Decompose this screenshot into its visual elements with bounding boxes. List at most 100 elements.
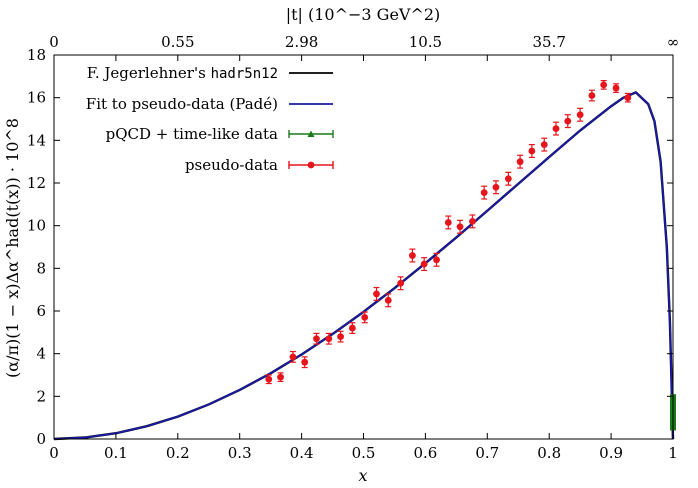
data-marker: [624, 94, 632, 102]
pseudo-data-point: [612, 83, 620, 93]
pseudo-data-point: [265, 374, 273, 385]
pseudo-data-point: [504, 171, 512, 186]
x-axis-label: x: [358, 466, 367, 485]
data-marker: [600, 81, 608, 89]
data-marker: [588, 92, 596, 99]
data-marker: [277, 373, 284, 381]
data-marker: [564, 117, 572, 125]
data-marker: [480, 189, 488, 197]
legend-label: F. Jegerlehner's hadr5n12: [87, 64, 278, 82]
y-tick-label: 6: [36, 302, 46, 320]
pseudo-data-point: [289, 350, 297, 363]
top-tick-label: 10.5: [409, 33, 442, 51]
x-tick-label: 0.9: [599, 444, 623, 462]
y-axis-label-group: (α/π)(1 − x)Δα^had(t(x)) · 10^8: [3, 118, 22, 378]
data-marker: [420, 260, 428, 268]
pseudo-data-point: [480, 185, 488, 200]
data-marker: [504, 175, 512, 183]
pseudo-data-points: [265, 79, 632, 385]
x-tick-label: 0.4: [290, 444, 314, 462]
jegerlehner-curve: [53, 91, 675, 441]
data-marker: [528, 147, 536, 155]
x-tick-label: 0: [49, 444, 59, 462]
y-tick-label: 10: [27, 217, 46, 235]
y-tick-label: 12: [27, 174, 46, 192]
legend-circle-marker: [307, 161, 315, 169]
y-tick-label: 16: [27, 89, 46, 107]
data-marker: [552, 125, 560, 132]
data-marker: [516, 158, 524, 166]
pseudo-data-point: [301, 356, 309, 369]
pseudo-data-point: [373, 286, 380, 301]
pseudo-data-point: [444, 215, 452, 230]
data-marker: [265, 375, 273, 383]
y-tick-label: 18: [27, 46, 46, 64]
pseudo-data-point: [397, 276, 405, 291]
top-tick-label: 0.55: [161, 33, 194, 51]
pseudo-data-point: [588, 89, 596, 102]
data-marker: [576, 111, 584, 119]
data-marker: [313, 335, 320, 343]
y-tick-label: 0: [36, 430, 46, 448]
top-tick-label: 35.7: [532, 33, 565, 51]
pseudo-data-point: [433, 252, 440, 267]
pseudo-data-point: [516, 154, 524, 169]
axes-ticks: 0 0.1 0.2 0.3 0.4 0.5 0.6 0.7 0.8 0.9 102468101214…: [27, 33, 679, 462]
x-tick-label: 0.6: [413, 444, 437, 462]
data-marker: [433, 256, 440, 264]
data-marker: [409, 252, 416, 259]
legend-entry: F. Jegerlehner's hadr5n12: [87, 64, 333, 82]
pseudo-data-point: [348, 322, 356, 334]
x-tick-label: 0.2: [166, 444, 190, 462]
legend-label: pQCD + time-like data: [106, 125, 278, 143]
x-tick-label: 0.8: [537, 444, 561, 462]
y-tick-label: 4: [36, 345, 46, 363]
x-tick-label: 1: [668, 444, 678, 462]
data-marker: [540, 141, 548, 149]
pseudo-data-point: [325, 332, 333, 345]
x-tick-label: 0.1: [104, 444, 128, 462]
legend-label: pseudo-data: [185, 156, 278, 174]
pseudo-data-point: [313, 332, 320, 345]
pseudo-data-point: [420, 257, 428, 272]
data-marker: [348, 324, 356, 332]
pseudo-data-point: [492, 180, 500, 195]
pade-fit-curve: [53, 91, 674, 440]
top-tick-label: 0: [49, 33, 59, 51]
pseudo-data-point: [277, 372, 284, 382]
data-marker: [469, 218, 476, 225]
y-axis-label: (α/π)(1 − x)Δα^had(t(x)) · 10^8: [3, 118, 22, 378]
data-marker: [301, 358, 309, 366]
curves: [53, 91, 676, 441]
data-marker: [289, 353, 297, 361]
top-tick-label: 2.98: [285, 33, 318, 51]
data-marker: [361, 314, 369, 321]
data-marker: [373, 290, 380, 298]
pseudo-data-point: [384, 293, 392, 308]
pseudo-data-point: [564, 114, 572, 129]
data-marker: [612, 84, 620, 92]
pseudo-data-point: [469, 214, 476, 229]
data-marker: [456, 223, 464, 231]
pseudo-data-point: [409, 248, 416, 263]
pseudo-data-point: [552, 121, 560, 136]
y-tick-label: 8: [36, 259, 46, 277]
data-marker: [397, 279, 405, 287]
pseudo-data-point: [361, 311, 369, 324]
pseudo-data-point: [456, 219, 464, 234]
y-tick-label: 2: [36, 387, 46, 405]
data-marker: [492, 183, 500, 191]
pseudo-data-point: [624, 92, 632, 103]
legend-entry: Fit to pseudo-data (Padé): [86, 95, 333, 113]
pseudo-data-point: [528, 144, 536, 158]
legend: F. Jegerlehner's hadr5n12 Fit to pseudo-d…: [86, 64, 334, 174]
legend-entry: pQCD + time-like data: [106, 125, 334, 143]
legend-label: Fit to pseudo-data (Padé): [86, 95, 278, 113]
top-axis-label: |t| (10^−3 GeV^2): [286, 5, 441, 24]
data-marker: [384, 296, 392, 304]
x-tick-label: 0.3: [228, 444, 252, 462]
legend-entry: pseudo-data: [185, 156, 334, 174]
pseudo-data-point: [337, 330, 344, 343]
pseudo-data-point: [576, 107, 584, 122]
top-axis-label-text: |t| (10^−3 GeV^2): [286, 5, 441, 24]
